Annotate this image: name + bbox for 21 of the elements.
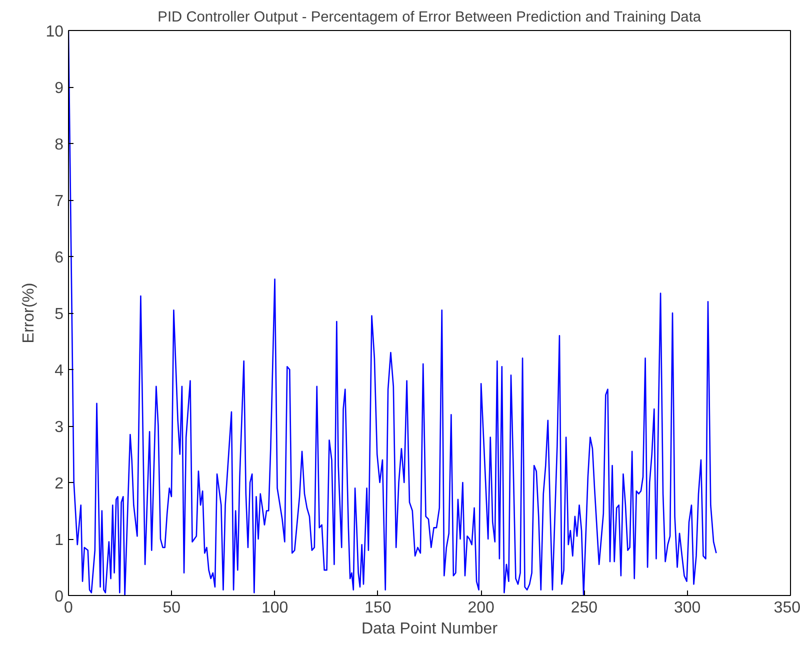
- y-tick-label: 0: [54, 588, 64, 606]
- x-tick-label: 350: [774, 600, 800, 616]
- y-tick-label: 4: [54, 362, 64, 380]
- y-tick-label: 2: [54, 476, 64, 492]
- x-axis-title: Data Point Number: [361, 620, 498, 638]
- y-tick-label: 3: [54, 419, 64, 436]
- x-tick-label: 300: [674, 600, 701, 616]
- x-tick-label: 250: [570, 600, 598, 616]
- y-tick-label: 9: [54, 80, 64, 97]
- y-tick-label: 7: [54, 193, 64, 210]
- y-tick-label: 5: [54, 306, 64, 323]
- x-tick-label: 200: [468, 600, 495, 616]
- chart-title: PID Controller Output - Percentagem of Error Between Prediction and Training Data: [158, 10, 702, 26]
- x-tick-label: 50: [162, 600, 181, 616]
- y-tick-label: 10: [46, 24, 64, 40]
- y-tick-label: 6: [54, 250, 64, 266]
- y-tick-label: 1: [54, 532, 64, 549]
- y-axis-title: Error(%): [20, 282, 38, 344]
- y-tick-label: 8: [54, 136, 64, 154]
- x-tick-label: 150: [364, 600, 392, 616]
- x-tick-label: 100: [261, 600, 288, 616]
